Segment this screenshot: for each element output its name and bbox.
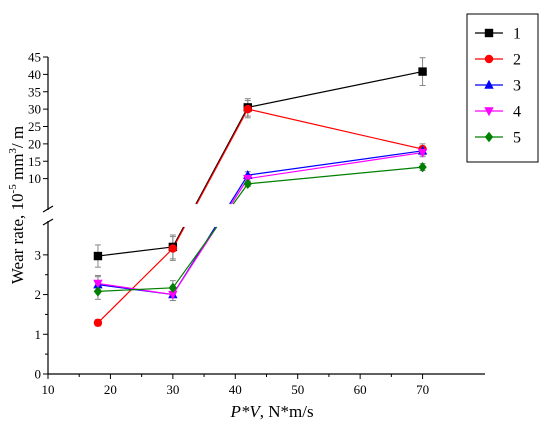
legend-marker-series-4 — [484, 107, 494, 117]
legend-label-series-1: 1 — [513, 26, 521, 43]
series-lines — [97, 71, 423, 324]
series-5-point — [168, 282, 178, 294]
series-3-line — [229, 174, 249, 205]
y-tick-label: 40 — [28, 67, 41, 82]
series-4-point — [93, 279, 103, 289]
x-tick-label: 60 — [354, 382, 367, 397]
series-2-point — [243, 104, 252, 114]
axis-break-mark — [42, 218, 54, 226]
series-2-point — [93, 318, 103, 327]
error-bars — [94, 57, 426, 327]
y-tick-label: 0 — [35, 367, 42, 382]
y-tick-label: 1 — [35, 327, 42, 342]
series-5-point — [93, 286, 103, 297]
legend-marker-series-5 — [484, 131, 494, 143]
legend-label-series-5: 5 — [513, 130, 521, 147]
series-1-line — [195, 107, 249, 205]
series-1-line — [97, 246, 173, 257]
legend: 1 2 3 4 5 — [466, 13, 539, 163]
legend-marker-series-1 — [484, 28, 494, 38]
series-2-line — [97, 248, 174, 324]
y-tick-label: 25 — [28, 119, 41, 134]
series-5-line — [247, 166, 423, 185]
x-tick-label: 70 — [416, 382, 429, 397]
x-tick-label: 50 — [291, 382, 304, 397]
series-5-line — [172, 226, 218, 289]
series-1-point — [418, 67, 427, 76]
y-tick-label: 35 — [28, 84, 41, 99]
series-5-point — [418, 161, 427, 173]
x-tick-label: 20 — [104, 382, 117, 397]
legend-marker-series-2 — [484, 54, 494, 64]
axis-break-mark — [42, 205, 54, 213]
series-5-line — [97, 287, 173, 292]
legend-label-series-4: 4 — [513, 104, 521, 121]
legend-label-series-3: 3 — [513, 78, 521, 95]
y-tick-label: 30 — [28, 102, 41, 117]
y-tick-label: 10 — [28, 171, 41, 186]
data-markers — [93, 67, 428, 327]
x-axis-title: P*V, N*m/s — [229, 402, 313, 421]
legend-box — [466, 13, 539, 163]
series-4-line — [247, 151, 423, 180]
series-2-line — [247, 108, 423, 150]
series-2-point — [168, 244, 178, 253]
y-tick-label: 20 — [28, 136, 41, 151]
y-tick-label: 2 — [35, 287, 42, 302]
x-tick-label: 10 — [42, 382, 55, 397]
x-tick-label: 30 — [166, 382, 179, 397]
y-tick-label: 3 — [35, 247, 42, 262]
y-tick-label: 45 — [28, 50, 41, 65]
series-5-point — [243, 178, 252, 190]
series-4-point — [168, 290, 178, 300]
axes: 10 20 30 40 50 60 70 0 1 2 3 10 15 20 25 30 35 40 45 — [28, 50, 485, 397]
y-tick-label: 15 — [28, 154, 41, 169]
y-axis-title: Wear rate, 10-5 mm3/ m — [7, 126, 27, 284]
legend-label-series-2: 2 — [513, 52, 521, 69]
series-1-line — [247, 71, 423, 108]
series-3-line — [247, 150, 423, 176]
series-4-point — [417, 148, 428, 158]
series-2-line — [196, 108, 249, 205]
series-1-point — [93, 251, 103, 261]
x-tick-label: 40 — [229, 382, 242, 397]
legend-marker-series-3 — [484, 79, 494, 89]
series-5-line — [232, 183, 249, 205]
